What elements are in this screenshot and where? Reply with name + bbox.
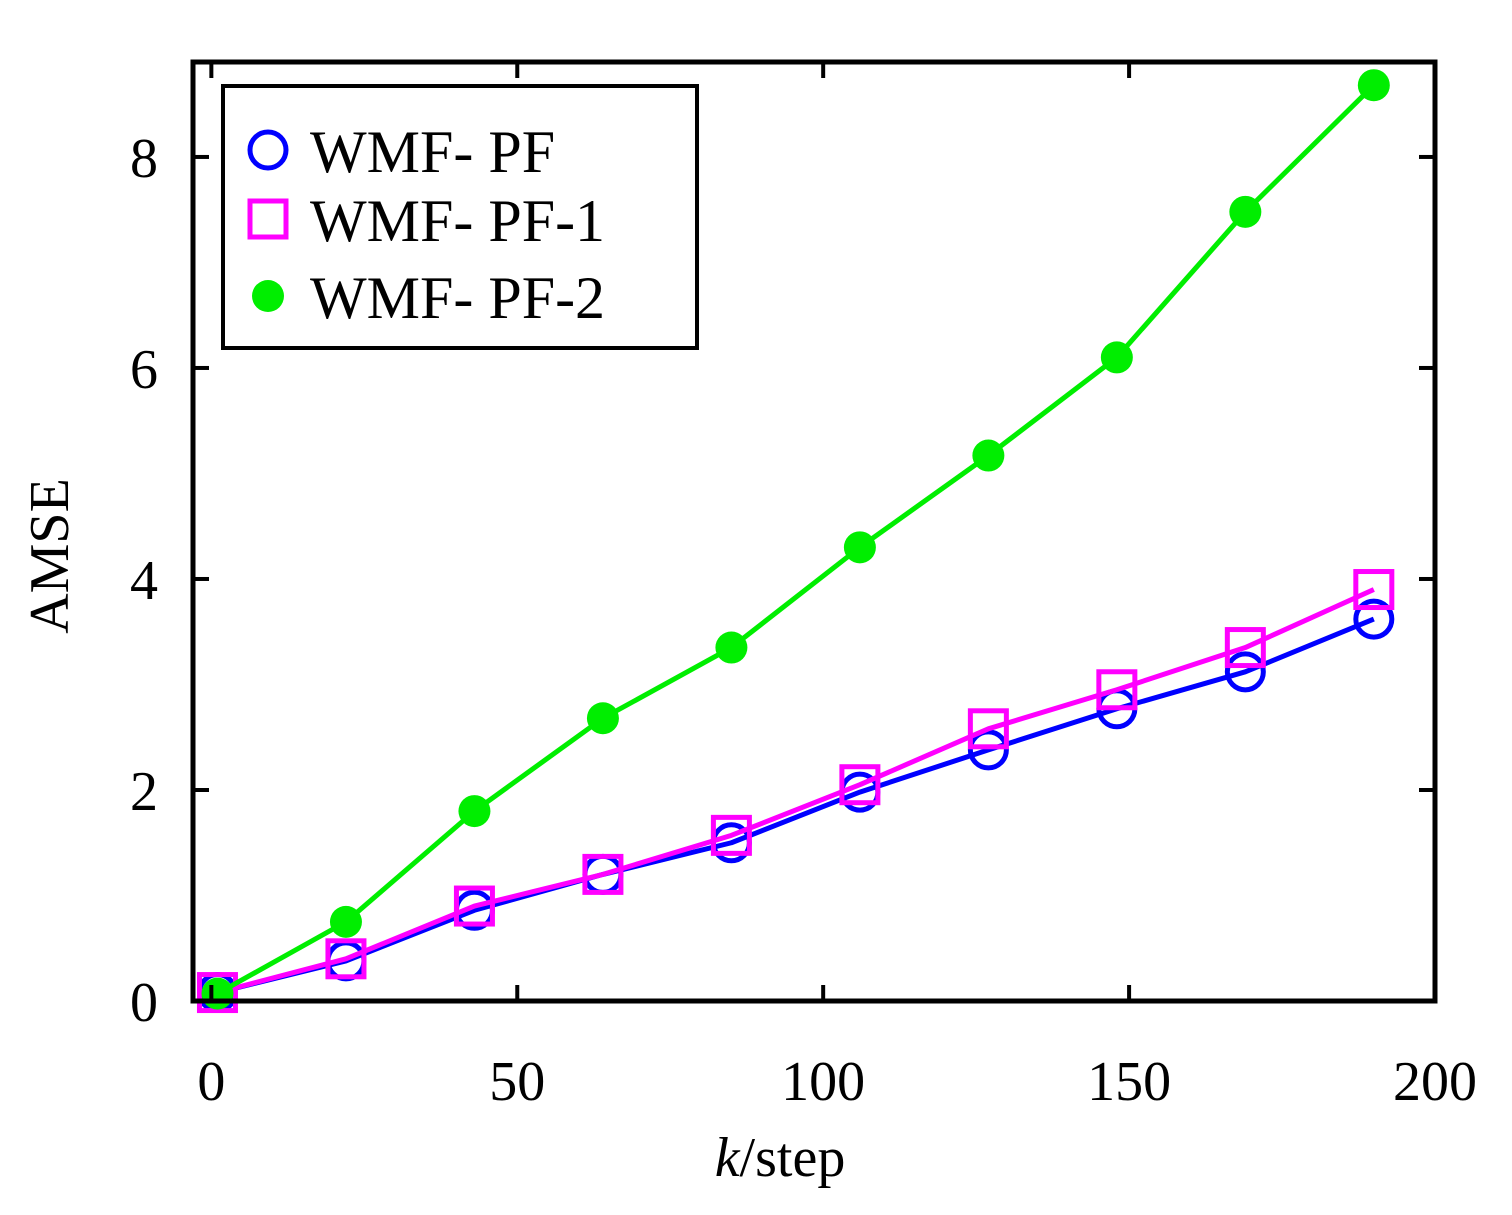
series-line xyxy=(216,83,1376,996)
data-point xyxy=(325,938,367,980)
series-layer xyxy=(196,69,1395,1014)
legend-item: WMF- PF-1 xyxy=(247,188,605,254)
x-axis-label-variable: k xyxy=(715,1127,741,1189)
x-tick-label: 150 xyxy=(1087,1051,1171,1113)
legend-item: WMF- PF-2 xyxy=(252,265,605,331)
data-point xyxy=(967,708,1009,750)
tick-labels-layer: 0 50 100 150 200 0 2 4 6 8 xyxy=(130,128,1477,1113)
legend-marker xyxy=(252,280,284,312)
y-tick-label: 6 xyxy=(130,339,158,401)
ticks-layer xyxy=(193,62,1437,1003)
y-tick-label: 2 xyxy=(130,761,158,823)
series-line xyxy=(216,587,1375,995)
data-point xyxy=(582,853,624,895)
data-point xyxy=(458,795,491,828)
data-point xyxy=(1357,69,1390,102)
x-tick-label: 0 xyxy=(197,1051,225,1113)
y-tick-label: 8 xyxy=(130,128,158,190)
x-axis-label: k/step xyxy=(715,1127,846,1189)
legend-box xyxy=(221,84,699,350)
data-point xyxy=(967,729,1009,771)
legend-label: WMF- PF-2 xyxy=(310,265,605,331)
series-2 xyxy=(196,569,1395,1014)
data-point xyxy=(1353,569,1395,611)
y-axis-label: AMSE xyxy=(19,478,81,634)
data-point xyxy=(839,764,881,806)
y-tick-label: 4 xyxy=(130,550,158,612)
data-point xyxy=(710,814,752,856)
legend-label: WMF- PF-1 xyxy=(310,188,605,254)
data-point xyxy=(972,439,1005,472)
data-point xyxy=(843,531,876,564)
data-point xyxy=(196,972,238,1014)
legend-marker xyxy=(247,129,289,171)
data-point xyxy=(1224,651,1266,693)
data-point xyxy=(453,885,495,927)
x-tick-label: 200 xyxy=(1393,1051,1477,1113)
series-3 xyxy=(201,69,1390,1010)
data-point xyxy=(586,702,619,735)
legend-marker xyxy=(247,198,289,240)
data-point xyxy=(1100,341,1133,374)
data-point xyxy=(715,631,748,664)
legend-label: WMF- PF xyxy=(310,119,555,185)
legend-item: WMF- PF xyxy=(247,119,555,185)
y-tick-label: 0 xyxy=(130,972,158,1034)
x-tick-label: 50 xyxy=(489,1051,545,1113)
data-point xyxy=(329,905,362,938)
data-point xyxy=(1353,598,1395,640)
x-tick-label: 100 xyxy=(781,1051,865,1113)
x-axis-label-unit: /step xyxy=(740,1127,846,1189)
series-line xyxy=(216,616,1375,995)
data-point xyxy=(1229,195,1262,228)
data-point xyxy=(1096,669,1138,711)
data-point xyxy=(1224,627,1266,669)
plot-frame xyxy=(190,59,1438,1004)
data-point xyxy=(201,977,234,1010)
